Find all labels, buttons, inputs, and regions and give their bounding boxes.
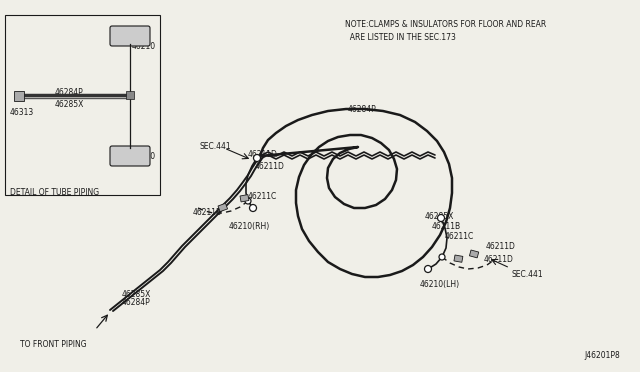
Text: 46313: 46313 [10, 108, 35, 117]
Text: 46285X: 46285X [425, 212, 454, 221]
FancyBboxPatch shape [110, 26, 150, 46]
Bar [126, 91, 134, 99]
Circle shape [439, 254, 445, 260]
Text: 46210(RH): 46210(RH) [229, 222, 270, 231]
Circle shape [424, 266, 431, 273]
Bar [14, 91, 24, 101]
Text: 46284P: 46284P [348, 105, 377, 114]
Circle shape [438, 215, 445, 221]
Text: 46211D: 46211D [486, 242, 516, 251]
Text: 46211D: 46211D [255, 162, 285, 171]
Text: 46211B: 46211B [193, 208, 222, 217]
Text: SEC.441: SEC.441 [511, 270, 543, 279]
Text: 46211B: 46211B [432, 222, 461, 231]
Text: J46201P8: J46201P8 [584, 351, 620, 360]
Text: 46284P: 46284P [55, 88, 84, 97]
Text: 46210: 46210 [132, 152, 156, 161]
Text: 46285X: 46285X [122, 290, 152, 299]
Text: 46211D: 46211D [484, 255, 514, 264]
Bar [454, 255, 463, 262]
Text: 46211C: 46211C [445, 232, 474, 241]
Bar [5, 15, 160, 195]
Text: NOTE:CLAMPS & INSULATORS FOR FLOOR AND REAR
  ARE LISTED IN THE SEC.173: NOTE:CLAMPS & INSULATORS FOR FLOOR AND R… [345, 20, 547, 42]
Bar [218, 203, 228, 212]
Circle shape [253, 154, 260, 161]
Circle shape [245, 198, 251, 204]
Text: SEC.441: SEC.441 [200, 142, 232, 151]
Text: 46211D: 46211D [248, 150, 278, 159]
Circle shape [250, 205, 257, 212]
Text: 46284P: 46284P [122, 298, 151, 307]
Text: 46285X: 46285X [55, 100, 84, 109]
Text: DETAIL OF TUBE PIPING: DETAIL OF TUBE PIPING [10, 188, 99, 197]
Text: 46210(LH): 46210(LH) [420, 280, 460, 289]
Bar [470, 250, 479, 258]
Text: 46210: 46210 [132, 42, 156, 51]
Text: TO FRONT PIPING: TO FRONT PIPING [20, 340, 86, 349]
Bar [240, 195, 249, 202]
Text: 46211C: 46211C [248, 192, 277, 201]
FancyBboxPatch shape [110, 146, 150, 166]
